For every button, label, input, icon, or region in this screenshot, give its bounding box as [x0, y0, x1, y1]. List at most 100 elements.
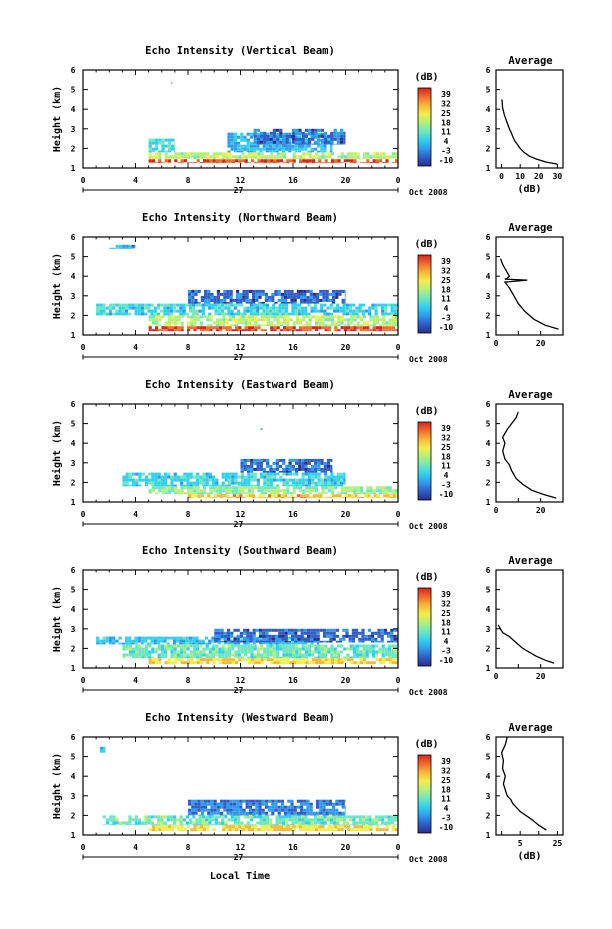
echo-cell — [313, 135, 317, 139]
echo-cell — [303, 295, 307, 299]
echo-cell — [222, 321, 226, 325]
echo-cell — [128, 475, 132, 479]
echo-cell — [208, 639, 212, 643]
echo-cell — [308, 472, 312, 476]
echo-cell — [331, 159, 335, 163]
echo-cell — [287, 497, 291, 499]
x-tick-label: 12 — [236, 510, 246, 519]
echo-cell — [314, 470, 318, 473]
echo-cell — [347, 155, 351, 159]
echo-cell — [108, 642, 113, 645]
echo-cell — [348, 640, 352, 643]
avg-y-tick-label: 6 — [486, 566, 491, 575]
echo-cell — [336, 644, 340, 648]
echo-cell — [311, 134, 315, 138]
echo-cell — [308, 326, 312, 330]
echo-cell — [180, 647, 184, 651]
avg-x-tick-label: 0 — [494, 672, 499, 681]
echo-cell — [289, 158, 293, 160]
echo-cell — [219, 492, 223, 495]
echo-cell — [375, 644, 379, 648]
echo-cell — [304, 143, 308, 145]
echo-cell — [343, 656, 347, 659]
echo-cell — [157, 824, 161, 826]
echo-cell — [236, 312, 241, 316]
echo-cell — [250, 644, 254, 648]
echo-cell — [170, 644, 174, 648]
echo-cell — [303, 802, 307, 806]
echo-cell — [348, 306, 353, 310]
echo-cell — [327, 647, 331, 651]
echo-cell — [276, 152, 280, 156]
echo-cell — [183, 159, 187, 163]
echo-cell — [302, 658, 306, 662]
echo-cell — [316, 497, 320, 499]
echo-cell — [138, 475, 142, 479]
echo-cell — [296, 805, 300, 809]
echo-cell — [326, 640, 330, 643]
echo-cell — [253, 824, 257, 826]
echo-cell — [274, 799, 278, 803]
echo-cell — [172, 306, 177, 310]
echo-cell — [308, 653, 312, 657]
echo-cell — [265, 144, 269, 148]
echo-cell — [265, 147, 269, 151]
echo-cell — [275, 312, 279, 316]
echo-cell — [341, 799, 345, 803]
echo-cell — [249, 637, 253, 641]
echo-cell — [298, 143, 302, 145]
echo-cell — [187, 329, 191, 332]
echo-cell — [276, 828, 280, 832]
echo-cell — [317, 644, 321, 648]
echo-cell — [221, 815, 225, 819]
echo-cell — [373, 494, 377, 498]
echo-cell — [360, 497, 364, 499]
echo-cell — [246, 147, 250, 151]
echo-cell — [148, 144, 152, 148]
echo-cell — [286, 324, 290, 327]
echo-cell — [310, 467, 315, 471]
echo-cell — [388, 489, 392, 493]
echo-cell — [183, 650, 187, 654]
echo-cell — [226, 808, 230, 812]
echo-cell — [273, 329, 277, 332]
echo-cell — [374, 818, 378, 822]
echo-cell — [96, 642, 100, 645]
echo-cell — [311, 825, 315, 829]
echo-cell — [356, 828, 360, 832]
echo-cell — [277, 805, 281, 809]
echo-cell — [252, 298, 256, 302]
echo-cell — [244, 158, 248, 160]
echo-cell — [310, 631, 314, 635]
echo-cell — [258, 802, 262, 806]
echo-cell — [331, 318, 335, 322]
echo-cell — [356, 486, 360, 490]
echo-cell — [269, 644, 273, 648]
avg-y-tick-label: 6 — [486, 233, 491, 242]
echo-cell — [288, 642, 292, 645]
echo-cell — [174, 155, 178, 159]
echo-cell — [222, 155, 226, 159]
echo-cell — [261, 289, 265, 293]
echo-cell — [308, 650, 312, 654]
echo-cell — [304, 461, 308, 465]
echo-cell — [310, 628, 314, 632]
echo-cell — [290, 289, 294, 293]
echo-cell — [298, 131, 302, 135]
echo-cell — [348, 494, 352, 498]
echo-cell — [290, 295, 294, 299]
echo-cell — [278, 458, 283, 462]
echo-cell — [322, 811, 326, 815]
echo-cell — [345, 306, 349, 310]
echo-cell — [359, 828, 363, 832]
echo-cell — [289, 492, 293, 495]
echo-cell — [330, 656, 334, 659]
colorbar-unit: (dB) — [414, 406, 438, 417]
echo-cell — [311, 478, 315, 482]
echo-cell — [368, 647, 372, 651]
echo-cell — [223, 799, 227, 803]
echo-cell — [306, 811, 310, 815]
echo-cell — [242, 289, 246, 293]
echo-cell — [173, 472, 177, 476]
echo-cell — [171, 486, 175, 490]
